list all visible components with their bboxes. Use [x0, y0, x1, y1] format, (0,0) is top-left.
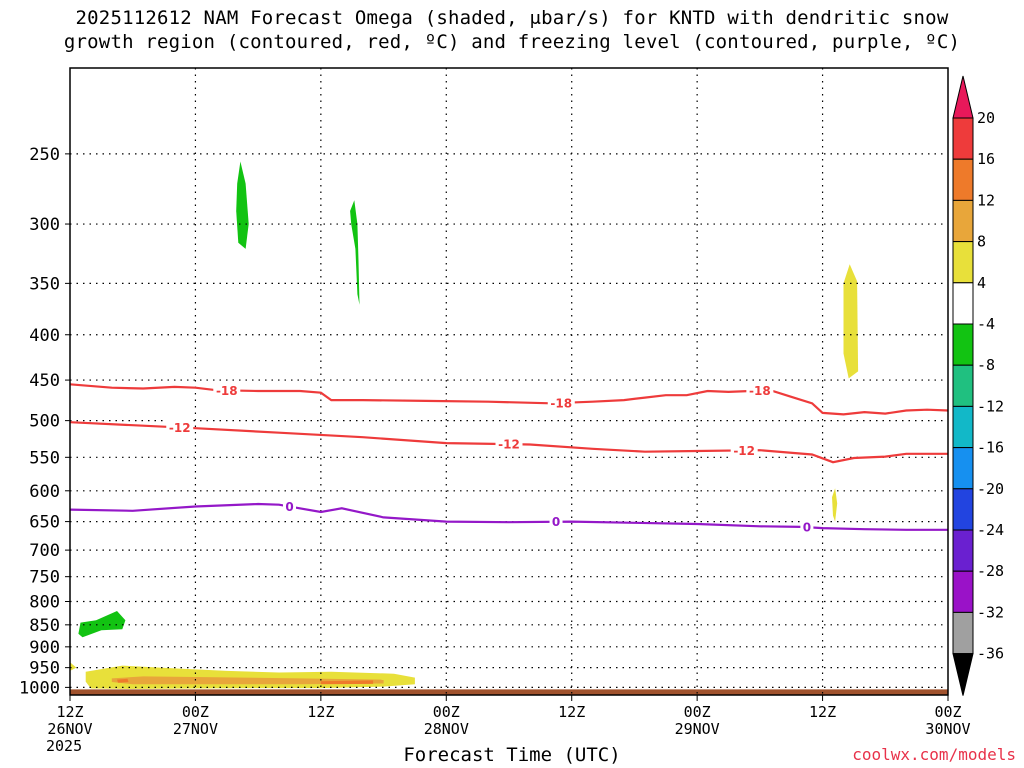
- contour-label-0-0: -18: [216, 384, 238, 398]
- omega-region-4: [832, 488, 838, 522]
- chart-title: 2025112612 NAM Forecast Omega (shaded, μ…: [0, 6, 1024, 54]
- y-tick-label-600: 600: [29, 482, 60, 502]
- colorbar-segment-6: [952, 323, 974, 366]
- omega-region-8: [117, 678, 129, 683]
- colorbar-top-arrow: [952, 75, 974, 119]
- chart-title-line-1: 2025112612 NAM Forecast Omega (shaded, μ…: [75, 7, 949, 29]
- x-tick-label-5-0: 00Z: [684, 703, 711, 721]
- contour-label-bg-1-2: [730, 442, 758, 459]
- contour-line-2: [69, 502, 948, 531]
- colorbar-segment-11: [952, 529, 974, 572]
- colorbar-segment-1: [952, 117, 974, 160]
- omega-region-5: [70, 662, 77, 671]
- omega-region-3: [843, 264, 859, 379]
- y-tick-label-500: 500: [29, 412, 60, 432]
- y-tick-label-450: 450: [29, 371, 60, 391]
- omega-region-1: [350, 200, 360, 305]
- contour-label-2-2: 0: [803, 521, 811, 535]
- x-tick-label-2-0: 12Z: [307, 703, 334, 721]
- colorbar-label-11: -28: [977, 562, 1004, 580]
- y-tick-label-550: 550: [29, 448, 60, 468]
- y-tick-label-350: 350: [29, 274, 60, 294]
- x-axis-label: Forecast Time (UTC): [403, 744, 621, 766]
- colorbar-label-9: -20: [977, 480, 1004, 498]
- y-tick-label-1000: 1000: [19, 678, 60, 698]
- contour-label-0-2: -18: [749, 384, 771, 398]
- colorbar-label-1: 16: [977, 150, 995, 168]
- contour-line-0: [69, 383, 949, 416]
- x-tick-label-5-1: 29NOV: [675, 720, 720, 738]
- contour-label-bg-2-0: [283, 498, 296, 515]
- contour-label-1-2: -12: [733, 444, 755, 458]
- colorbar-label-4: 4: [977, 274, 986, 292]
- x-tick-label-3-0: 00Z: [433, 703, 460, 721]
- contour-label-2-1: 0: [552, 515, 560, 529]
- omega-region-2: [78, 611, 126, 638]
- colorbar-bottom-arrow: [952, 653, 974, 696]
- y-tick-label-950: 950: [29, 659, 60, 679]
- colorbar-segment-3: [952, 199, 974, 243]
- colorbar-segment-2: [952, 158, 974, 201]
- colorbar-label-6: -8: [977, 356, 995, 374]
- x-tick-label-6-0: 12Z: [809, 703, 836, 721]
- y-tick-label-250: 250: [29, 145, 60, 165]
- y-tick-label-400: 400: [29, 326, 60, 346]
- colorbar-label-3: 8: [977, 233, 986, 251]
- colorbar: 20 16 12 8 4 -4 -8 -12 -16 -20 -24 -28 -32 -36: [952, 75, 1004, 696]
- x-tick-label-1-1: 27NOV: [173, 720, 218, 738]
- contour-label-1-1: -12: [498, 438, 520, 452]
- plot-border: [69, 67, 949, 696]
- contour-label-1-0: -12: [169, 421, 191, 435]
- x-tick-label-4-0: 12Z: [558, 703, 585, 721]
- colorbar-label-5: -4: [977, 315, 995, 333]
- y-tick-label-750: 750: [29, 568, 60, 588]
- omega-region-7: [111, 676, 384, 685]
- contour-label-bg-1-1: [495, 436, 523, 453]
- x-tick-label-0-1: 26NOV: [47, 720, 92, 738]
- colorbar-label-8: -16: [977, 439, 1004, 457]
- contour-label-bg-2-2: [800, 519, 814, 536]
- omega-region-9: [320, 680, 374, 685]
- colorbar-label-13: -36: [977, 645, 1004, 663]
- x-tick-label-7-0: 00Z: [934, 703, 961, 721]
- x-tick-label-0-0: 12Z: [56, 703, 83, 721]
- contour-label-2-0: 0: [285, 500, 293, 514]
- contour-label-0-1: -18: [550, 396, 572, 410]
- y-tick-label-650: 650: [29, 513, 60, 533]
- y-tick-label-900: 900: [29, 638, 60, 658]
- x-tick-label-1-0: 00Z: [182, 703, 209, 721]
- contour-label-bg-1-0: [166, 419, 194, 436]
- colorbar-label-10: -24: [977, 521, 1004, 539]
- y-tick-label-800: 800: [29, 593, 60, 613]
- colorbar-label-7: -12: [977, 397, 1004, 415]
- contour-line-1: [69, 421, 948, 464]
- omega-region-0: [236, 161, 249, 249]
- colorbar-label-12: -32: [977, 603, 1004, 621]
- colorbar-segment-8: [952, 405, 974, 449]
- colorbar-segment-12: [952, 570, 974, 613]
- x-tick-label-3-1: 28NOV: [424, 720, 469, 738]
- contour-label-bg-0-1: [547, 394, 575, 411]
- y-tick-label-300: 300: [29, 215, 60, 235]
- contour-label-bg-0-2: [746, 382, 774, 399]
- colorbar-segment-13: [952, 611, 974, 655]
- contour-label-bg-2-1: [549, 513, 563, 530]
- terrain-band: [70, 689, 948, 695]
- colorbar-segment-5: [952, 282, 974, 325]
- credit-text: coolwx.com/models: [852, 745, 1016, 764]
- chart-title-line-2: growth region (contoured, red, ºC) and f…: [63, 31, 961, 53]
- colorbar-label-2: 12: [977, 191, 995, 209]
- x-tick-label-0-2: 2025: [46, 737, 82, 755]
- colorbar-label-0: 20: [977, 109, 995, 127]
- contour-label-bg-0-0: [213, 382, 241, 399]
- colorbar-segment-4: [952, 241, 974, 284]
- x-tick-label-7-1: 30NOV: [925, 720, 970, 738]
- y-tick-label-850: 850: [29, 616, 60, 636]
- colorbar-segment-10: [952, 488, 974, 531]
- colorbar-segment-7: [952, 364, 974, 407]
- colorbar-segment-9: [952, 447, 974, 490]
- y-tick-label-700: 700: [29, 541, 60, 561]
